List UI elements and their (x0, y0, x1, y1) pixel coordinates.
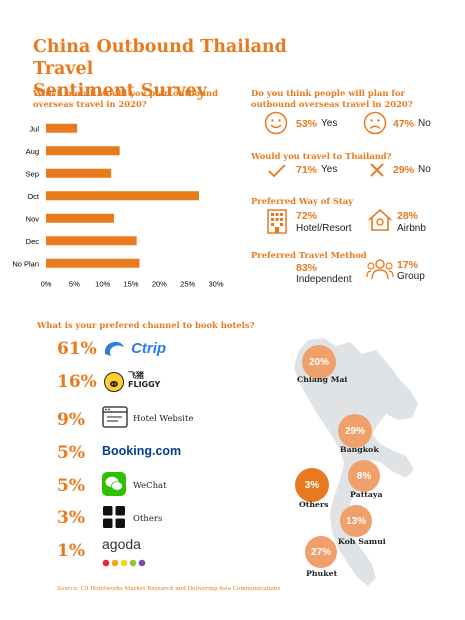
house-icon (368, 208, 392, 231)
x-tick-label: 25% (180, 280, 195, 289)
channel-label: WeChat (133, 481, 167, 491)
city-label: Phuket (306, 569, 338, 578)
plan-no-pct: 47% (393, 118, 415, 130)
category-label: Nov (26, 214, 40, 223)
x-tick-label: 30% (208, 280, 223, 289)
method-independent-pct: 83% (296, 262, 318, 274)
month-bar-chart: Jul Aug Sep Oct Nov Dec No Plan 0% 5% 10% 15% 20% 25… (12, 123, 224, 289)
grid-icon (103, 506, 125, 528)
x-tick-label: 0% (41, 280, 52, 289)
thailand-yes-pct: 71% (296, 164, 318, 176)
agoda-logo: agoda (102, 537, 162, 571)
channel-pct: 1% (57, 541, 85, 561)
method-group-label: Group (397, 271, 425, 282)
channel-label: Hotel Website (133, 414, 194, 424)
bar (46, 123, 78, 133)
city-label: Others (299, 500, 329, 509)
title-line-1: China Outbound Thailand Travel (33, 37, 287, 79)
x-tick-label: 15% (123, 280, 138, 289)
category-label: Oct (27, 192, 40, 201)
method-group-pct: 17% (397, 259, 419, 271)
agoda-dots-icon (102, 559, 146, 567)
fliggy-logo: 飞猪 FLIGGY (103, 370, 161, 394)
source-note: Source: C9 Hotelworks Market Research an… (57, 586, 281, 592)
channel-pct: 16% (57, 372, 97, 392)
bar (46, 168, 112, 178)
koh-samui-bubble: 13% (340, 505, 372, 537)
method-question: Preferred Travel Method (251, 250, 367, 260)
ctrip-logo: Ctrip (102, 338, 166, 359)
thailand-no-label: No (418, 164, 431, 175)
plan-no-label: No (418, 118, 431, 129)
thailand-question: Would you travel to Thailand? (251, 151, 392, 161)
plan-question: Do you think people will plan for outbou… (251, 88, 413, 109)
plan-yes-label: Yes (321, 118, 338, 129)
stay-question: Preferred Way of Stay (251, 196, 354, 206)
hotel-building-icon (267, 209, 287, 234)
category-label: Aug (26, 147, 39, 156)
bar (46, 258, 140, 268)
stay-hotel-label: Hotel/Resort (296, 223, 352, 234)
wechat-icon (102, 472, 126, 496)
method-independent-label: Independent (296, 274, 352, 285)
booking-logo: Booking.com (102, 444, 182, 458)
channel-pct: 61% (57, 339, 97, 359)
channel-pct: 3% (57, 508, 85, 528)
stay-hotel-pct: 72% (296, 210, 318, 222)
group-people-icon (366, 259, 394, 280)
bar (46, 146, 120, 156)
stay-airbnb-pct: 28% (397, 210, 419, 222)
cross-icon (370, 163, 384, 177)
category-label: No Plan (12, 259, 39, 268)
phuket-bubble: 27% (305, 536, 337, 568)
pattaya-bubble: 8% (348, 460, 380, 492)
others-bubble: 3% (295, 468, 329, 502)
page-title: China Outbound Thailand Travel Sentiment… (33, 36, 313, 102)
bar (46, 236, 137, 246)
thailand-yes-label: Yes (321, 164, 338, 175)
channel-label: agoda (102, 536, 141, 552)
category-label: Sep (26, 169, 39, 178)
channel-pct: 9% (57, 410, 85, 430)
channel-label: Others (133, 514, 163, 524)
city-label: Bangkok (340, 445, 379, 454)
chiang-mai-bubble: 20% (302, 345, 336, 379)
category-label: Jul (29, 124, 39, 133)
city-label: Chiang Mai (297, 375, 348, 384)
category-label: Dec (26, 237, 40, 246)
bangkok-bubble: 29% (338, 414, 372, 448)
dolphin-icon (104, 341, 124, 356)
bar (46, 213, 114, 223)
bar (46, 191, 199, 201)
x-tick-label: 10% (95, 280, 110, 289)
thailand-no-pct: 29% (393, 164, 415, 176)
city-label: Koh Samui (338, 537, 386, 546)
checkmark-icon (268, 164, 286, 178)
channel-question: What is your prefered channel to book ho… (37, 320, 255, 330)
channel-label: 飞猪 FLIGGY (128, 371, 161, 389)
fliggy-pig-icon (104, 372, 124, 392)
channel-pct: 5% (57, 443, 85, 463)
plan-yes-pct: 53% (296, 118, 318, 130)
stay-airbnb-label: Airbnb (397, 223, 426, 234)
x-tick-label: 5% (69, 280, 80, 289)
smiley-icon (264, 111, 288, 135)
channel-label: Ctrip (131, 340, 167, 357)
title-line-2: Sentiment Survey (33, 81, 207, 101)
browser-icon (102, 406, 128, 428)
city-label: Pattaya (350, 490, 383, 499)
sad-face-icon (363, 111, 387, 135)
channel-pct: 5% (57, 476, 85, 496)
month-question: Which month would you plan outbound over… (33, 88, 218, 109)
x-tick-label: 20% (152, 280, 167, 289)
